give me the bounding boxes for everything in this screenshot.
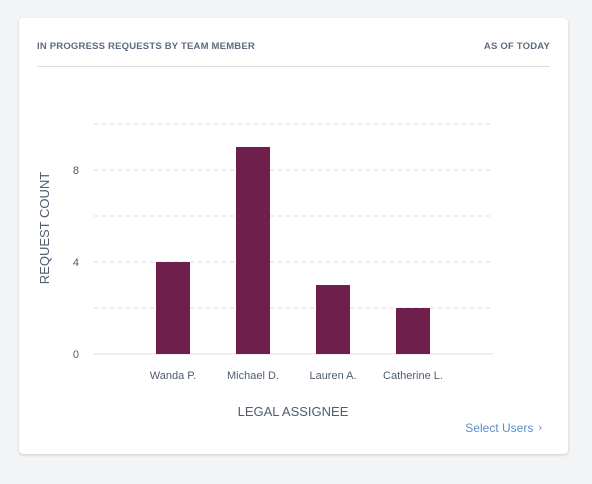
x-tick-label: Catherine L. xyxy=(383,370,443,382)
bars xyxy=(156,147,430,354)
x-axis-label: LEGAL ASSIGNEE xyxy=(238,404,349,419)
bar[interactable] xyxy=(236,147,270,354)
bar[interactable] xyxy=(396,308,430,354)
y-tick-label: 8 xyxy=(73,165,79,177)
x-tick-label: Lauren A. xyxy=(309,370,356,382)
as-of-label: AS OF TODAY xyxy=(483,41,550,52)
bar[interactable] xyxy=(156,262,190,354)
y-tick-label: 0 xyxy=(73,349,79,361)
chart-card: IN PROGRESS REQUESTS BY TEAM MEMBER AS O… xyxy=(19,18,568,454)
y-tick-label: 4 xyxy=(73,257,79,269)
select-users-link[interactable]: Select Users › xyxy=(465,421,542,435)
y-axis-label: REQUEST COUNT xyxy=(37,172,52,284)
bar[interactable] xyxy=(316,285,350,354)
y-tick-labels: 0 4 8 xyxy=(73,165,79,361)
x-tick-labels: Wanda P. Michael D. Lauren A. Catherine L. xyxy=(150,370,443,382)
select-users-label: Select Users xyxy=(465,421,534,435)
grid-lines xyxy=(94,123,493,355)
card-header: IN PROGRESS REQUESTS BY TEAM MEMBER AS O… xyxy=(37,41,550,67)
x-tick-label: Wanda P. xyxy=(150,370,196,382)
x-tick-label: Michael D. xyxy=(227,370,279,382)
chart-title: IN PROGRESS REQUESTS BY TEAM MEMBER xyxy=(37,41,255,52)
chevron-right-icon: › xyxy=(538,421,542,434)
bar-chart: 0 4 8 Wanda P. Michael D. Lauren A. Catherine… xyxy=(37,123,493,419)
